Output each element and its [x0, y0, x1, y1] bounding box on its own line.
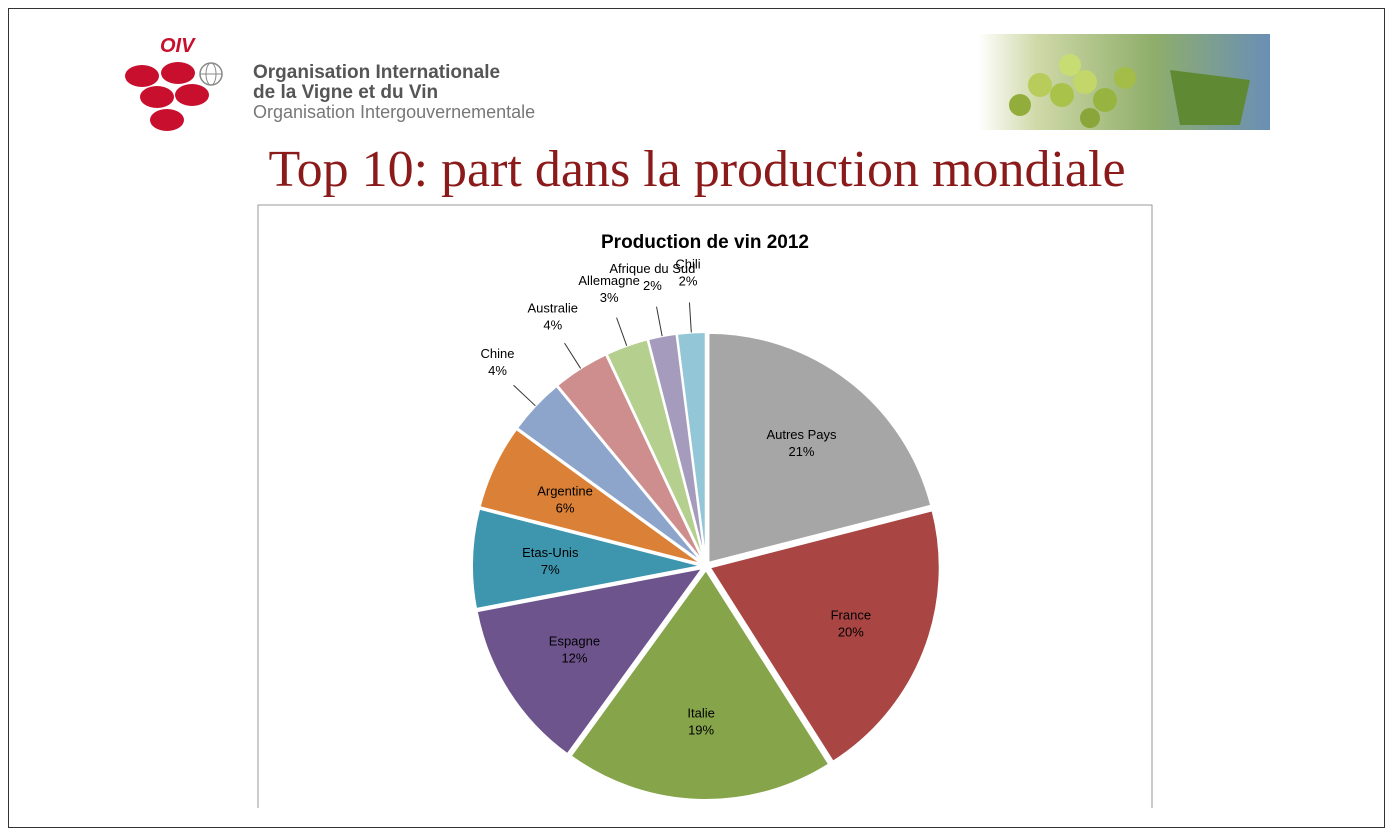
logo [125, 62, 223, 131]
slice-label: Allemagne [578, 273, 639, 288]
org-name: de la Vigne et du Vin [253, 82, 438, 103]
slice-label: Chili [675, 257, 700, 272]
slice-label: Italie [687, 706, 714, 721]
pie-slice [675, 331, 707, 563]
pie-slice [471, 507, 703, 611]
slice-value-label: 21% [788, 444, 814, 459]
grape-photo [978, 34, 1270, 130]
leader-line [513, 384, 536, 407]
chart-frame [257, 204, 1153, 808]
slice-value-label: 6% [556, 501, 575, 516]
slice-value-label: 20% [838, 624, 864, 639]
slice-value-label: 12% [561, 650, 587, 665]
slice-value-label: 7% [541, 562, 560, 577]
pie: Autres Pays 21% France 20% Italie 19% Espagne 1… [471, 257, 941, 801]
slice-value-label: 2% [643, 278, 662, 293]
slice-label: Australie [527, 301, 578, 316]
slice-value-label: 4% [543, 318, 562, 333]
slice-label: Espagne [549, 633, 600, 648]
slice-label: Autres Pays [766, 427, 837, 442]
pie-slice [515, 384, 704, 565]
chart-title: Production de vin 2012 [601, 232, 809, 253]
org-subtitle: Organisation Intergouvernementale [253, 102, 535, 122]
slide-title: Top 10: part dans la production mondiale [268, 141, 1125, 198]
slice-label: France [831, 607, 871, 622]
pie-slice [569, 568, 831, 801]
leader-line [564, 342, 582, 369]
slice-value-label: 2% [679, 274, 698, 289]
slice-label: Chine [481, 346, 515, 361]
slice-label: Argentine [537, 484, 593, 499]
pie-slice [478, 427, 703, 566]
logo-text: OIV [160, 35, 196, 57]
slice-value-label: 4% [488, 363, 507, 378]
slice-label: Afrique du Sud [609, 261, 695, 276]
pie-slice [475, 566, 705, 756]
slice-value-label: 19% [688, 723, 714, 738]
slice-value-label: 3% [600, 290, 619, 305]
leader-line [656, 306, 663, 337]
leader-line [688, 302, 692, 333]
slice-label: Etas-Unis [522, 545, 579, 560]
org-name: Organisation Internationale [253, 62, 500, 83]
leader-line [616, 317, 628, 347]
pie-slice [707, 331, 933, 565]
pie-slice [708, 509, 941, 764]
